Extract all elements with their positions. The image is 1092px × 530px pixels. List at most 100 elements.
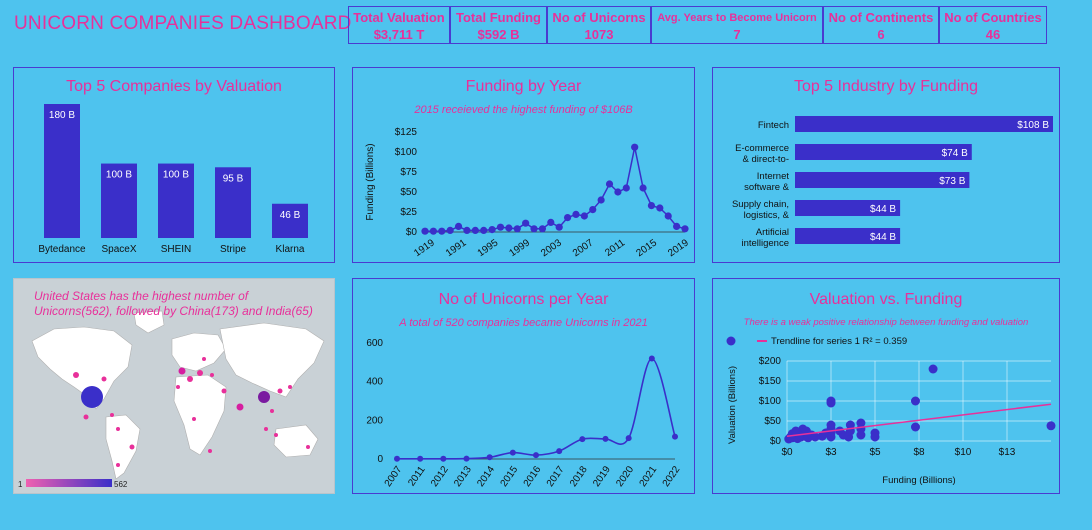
kpi-total-funding: Total Funding $592 B (450, 6, 547, 44)
data-point (533, 452, 539, 459)
x-tick-label: 2016 (522, 464, 544, 489)
x-tick-label: 1919 (412, 237, 437, 259)
legend-min: 1 (18, 480, 23, 489)
bubble-canada-2 (101, 376, 107, 382)
x-tick-label: 2014 (475, 464, 497, 489)
bubble-china (258, 391, 270, 403)
data-label: $44 B (870, 204, 896, 215)
x-tick-label: $13 (999, 447, 1016, 458)
x-tick-label: 2017 (545, 464, 567, 489)
legend-marker-series (726, 336, 736, 346)
data-point (647, 202, 656, 210)
data-point (522, 219, 530, 227)
x-tick-label: 1995 (476, 237, 501, 259)
bubble-cuba (110, 413, 114, 417)
data-point (505, 224, 513, 232)
data-label: 100 B (163, 170, 189, 181)
data-point (826, 420, 836, 430)
bar (795, 144, 972, 160)
europe-shape (171, 332, 227, 372)
y-tick-label: $75 (400, 167, 417, 178)
bubble-europe-e (210, 373, 214, 377)
kpi-value: 1073 (584, 27, 614, 42)
map-panel: 1 562 United States has the highest numb… (13, 278, 335, 494)
data-point (856, 430, 866, 440)
x-tick-label: 2007 (383, 464, 405, 489)
data-point (1046, 421, 1056, 431)
data-label: $73 B (939, 176, 965, 187)
north-america-shape (31, 326, 133, 410)
funding-by-year-chart: Funding (Billions) $0 $25 $50 $75 $100 $125 191… (365, 127, 691, 259)
data-point (421, 227, 429, 235)
y-tick-label: 200 (366, 415, 383, 426)
x-tick-label: 2003 (539, 237, 564, 259)
bubble-australia (306, 445, 310, 449)
bar (215, 167, 251, 238)
bubble-singapore (264, 427, 268, 431)
africa-shape (173, 374, 227, 456)
data-point (579, 436, 586, 443)
data-point (928, 364, 938, 374)
chart-subtitle: A total of 520 companies became Unicorns… (399, 317, 648, 329)
data-point (454, 222, 463, 230)
data-point (810, 432, 820, 442)
data-point (429, 227, 437, 235)
kpi-value: $592 B (477, 27, 520, 42)
funding-by-year-panel: Funding by Year 2015 receieved the highe… (352, 67, 695, 263)
data-point (605, 180, 614, 188)
bar (795, 116, 1053, 132)
kpi-label: Avg. Years to Become Unicorn (657, 12, 817, 24)
y-tick-label: $0 (406, 227, 418, 238)
unicorns-line (396, 357, 676, 460)
category-label: Stripe (220, 244, 247, 255)
x-tick-label: 2021 (638, 464, 660, 489)
bar (158, 163, 194, 238)
data-point (538, 225, 547, 233)
data-point (463, 455, 470, 462)
data-point (910, 396, 920, 406)
kpi-no-of-countries: No of Countries 46 (939, 6, 1047, 44)
data-label: 100 B (106, 170, 132, 181)
legend-gradient (26, 479, 112, 487)
data-point (631, 143, 639, 151)
x-tick-label: 2007 (571, 237, 596, 259)
kpi-value: 7 (733, 27, 741, 42)
x-tick-label: 2015 (634, 237, 659, 259)
data-point (589, 206, 597, 214)
top5-companies-chart: 180 B Bytedance 100 B SpaceX 100 B SHEIN 95 B S… (38, 104, 308, 255)
y-tick-label: 0 (377, 454, 383, 465)
top5-companies-panel: Top 5 Companies by Valuation 180 B Byteda… (13, 67, 335, 263)
x-tick-label: $0 (781, 447, 793, 458)
bubble-usa (81, 386, 103, 408)
data-point (446, 226, 454, 234)
y-axis-title: Funding (Billions) (365, 143, 376, 220)
category-label: Artificial intelligence (741, 227, 789, 249)
valuation-vs-funding-chart: Trendline for series 1 R² = 0.359 $0 $50 $1… (726, 336, 1056, 486)
data-point (826, 396, 836, 406)
bar (44, 104, 80, 238)
bubble-india (236, 403, 244, 411)
y-tick-label: $125 (395, 127, 418, 138)
data-point (681, 225, 689, 233)
data-label: $74 B (942, 148, 968, 159)
x-tick-label: 2020 (614, 464, 636, 489)
bubble-germany (197, 370, 203, 376)
data-point (656, 204, 664, 212)
category-label: Supply chain, logistics, & (732, 199, 790, 221)
category-label: Fintech (758, 120, 789, 131)
top5-industry-panel: Top 5 Industry by Funding $108 B Fintech $… (712, 67, 1060, 263)
bubble-nigeria (192, 417, 196, 421)
data-label: $44 B (870, 232, 896, 243)
chart-subtitle: There is a weak positive relationship be… (743, 317, 1029, 328)
y-tick-label: $100 (395, 147, 418, 158)
data-point (530, 225, 538, 233)
x-tick-label: 2019 (666, 237, 691, 259)
data-point (563, 214, 572, 222)
y-tick-label: $50 (400, 187, 417, 198)
bubble-south-africa (208, 449, 212, 453)
asia-shape (219, 322, 325, 398)
map-caption: United States has the highest number of … (34, 289, 313, 318)
data-point (910, 422, 920, 432)
bubble-canada (73, 372, 79, 378)
